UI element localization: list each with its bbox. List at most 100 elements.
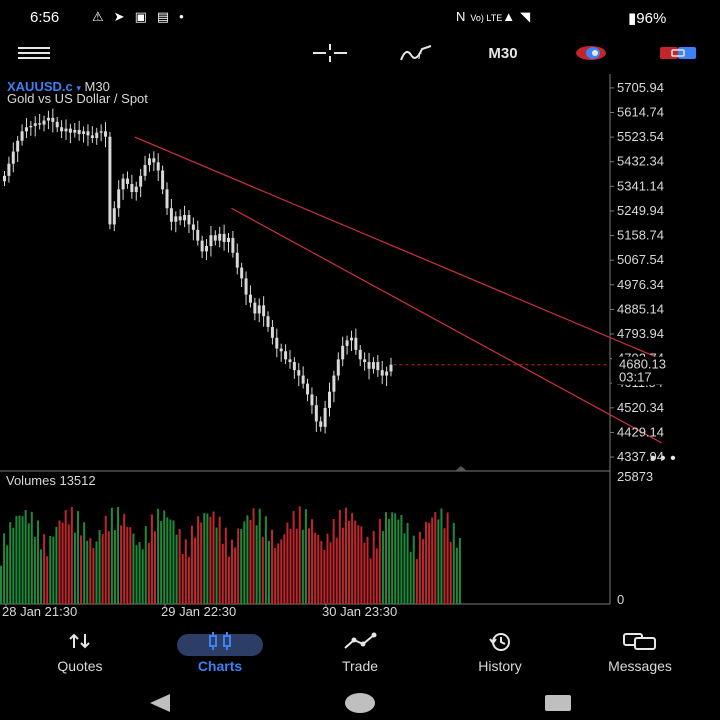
candle-body <box>257 305 261 314</box>
volume-bar <box>338 509 341 604</box>
symbol-selector[interactable]: XAUUSD.c ▾ M30 <box>7 79 110 94</box>
candle-body <box>147 158 151 166</box>
candle-body <box>209 235 213 247</box>
volume-bar <box>323 549 326 604</box>
volume-bar <box>27 523 30 604</box>
nav-trade[interactable]: Trade <box>290 626 430 680</box>
candle-body <box>125 178 129 184</box>
candle-body <box>341 345 345 360</box>
candle-body <box>240 267 244 279</box>
volume-bar <box>421 539 424 604</box>
candle-body <box>33 123 37 126</box>
volume-bar <box>172 520 175 604</box>
candle-body <box>165 189 169 209</box>
volume-bar <box>123 513 126 604</box>
volume-bar <box>36 520 39 604</box>
charts-icon <box>209 632 231 650</box>
system-navigation <box>0 686 720 720</box>
volume-bar <box>415 559 418 604</box>
volume-bar <box>443 528 446 604</box>
volume-bar <box>154 531 156 604</box>
volume-bar <box>200 522 203 604</box>
volume-bar <box>218 516 221 604</box>
menu-button[interactable] <box>14 36 54 70</box>
volume-bar <box>348 520 351 604</box>
volume-bar <box>138 542 141 604</box>
volume-bar <box>286 522 289 604</box>
volume-bar <box>135 545 138 604</box>
candle-body <box>363 359 367 363</box>
candle-body <box>77 129 81 135</box>
candle-body <box>55 121 59 128</box>
back-icon[interactable] <box>146 693 174 713</box>
price-tick-label: 5067.54 <box>617 252 664 267</box>
candle-body <box>297 370 301 376</box>
candle-body <box>262 305 266 317</box>
candle-body <box>367 362 371 369</box>
quotes-icon <box>69 633 90 649</box>
dot-icon: • <box>179 9 194 24</box>
candle-body <box>161 170 165 190</box>
timeframe-button[interactable]: M30 <box>488 44 518 62</box>
volume-bar <box>3 533 6 604</box>
home-icon[interactable] <box>344 692 376 714</box>
price-chart[interactable]: • • • 5705.94 5614.74 5523.54 5432.34 5341.1… <box>0 74 720 626</box>
volume-bar <box>92 548 95 604</box>
candle-body <box>345 340 349 346</box>
nav-quotes[interactable]: Quotes <box>10 626 150 680</box>
price-tick-label: 5523.54 <box>617 129 664 144</box>
candles <box>3 108 393 434</box>
nav-messages[interactable]: Messages <box>570 626 710 680</box>
candle-body <box>60 127 64 132</box>
volume-bar <box>175 534 178 604</box>
volume-bar <box>366 536 369 604</box>
candle-body <box>130 183 134 193</box>
candle-body <box>86 131 90 136</box>
panel-resize-handle-icon <box>455 466 467 471</box>
candle-body <box>73 129 77 133</box>
candle-body <box>139 175 143 187</box>
volume-bar <box>403 533 406 604</box>
volume-bar <box>385 512 387 604</box>
candle-body <box>284 351 288 360</box>
candle-body <box>7 163 11 176</box>
signal-icon: ▲ <box>502 9 521 24</box>
volume-bar <box>40 549 43 604</box>
volume-bar <box>181 553 184 604</box>
candle-body <box>222 233 226 242</box>
volume-axis: 25873 0 <box>617 469 653 607</box>
volumes-label: Volumes 13512 <box>6 473 96 488</box>
volume-bar <box>110 507 113 604</box>
candle-body <box>117 189 121 209</box>
volume-bar <box>24 510 27 604</box>
candle-body <box>20 131 24 141</box>
nav-charts[interactable]: Charts <box>150 626 290 680</box>
candle-body <box>231 237 235 253</box>
crosshair-button[interactable] <box>310 36 350 70</box>
volume-bar <box>274 548 277 604</box>
recents-icon[interactable] <box>544 694 572 712</box>
volume-bar <box>117 506 120 604</box>
volume-bar <box>326 533 329 604</box>
candle-body <box>310 394 314 406</box>
volume-bar <box>295 528 298 604</box>
candle-body <box>24 127 28 132</box>
indicators-button[interactable]: f <box>396 36 436 70</box>
volume-bar <box>157 508 160 604</box>
volume-bar <box>437 519 440 604</box>
candle-body <box>213 235 217 241</box>
candle-body <box>319 421 323 427</box>
battery-indicator: ▮96% <box>628 9 666 27</box>
volume-bar <box>363 542 366 604</box>
nav-history[interactable]: History <box>430 626 570 680</box>
volume-bar <box>203 513 206 604</box>
price-tick-label: 5614.74 <box>617 105 664 120</box>
volume-bar <box>335 537 338 604</box>
candle-body <box>292 362 296 371</box>
battery-icon: ▮ <box>628 10 637 27</box>
candle-body <box>288 359 292 363</box>
trade-toggle-button[interactable] <box>658 36 698 70</box>
objects-button[interactable] <box>574 36 608 70</box>
volume-bar <box>375 548 378 604</box>
volume-bar <box>452 522 455 604</box>
